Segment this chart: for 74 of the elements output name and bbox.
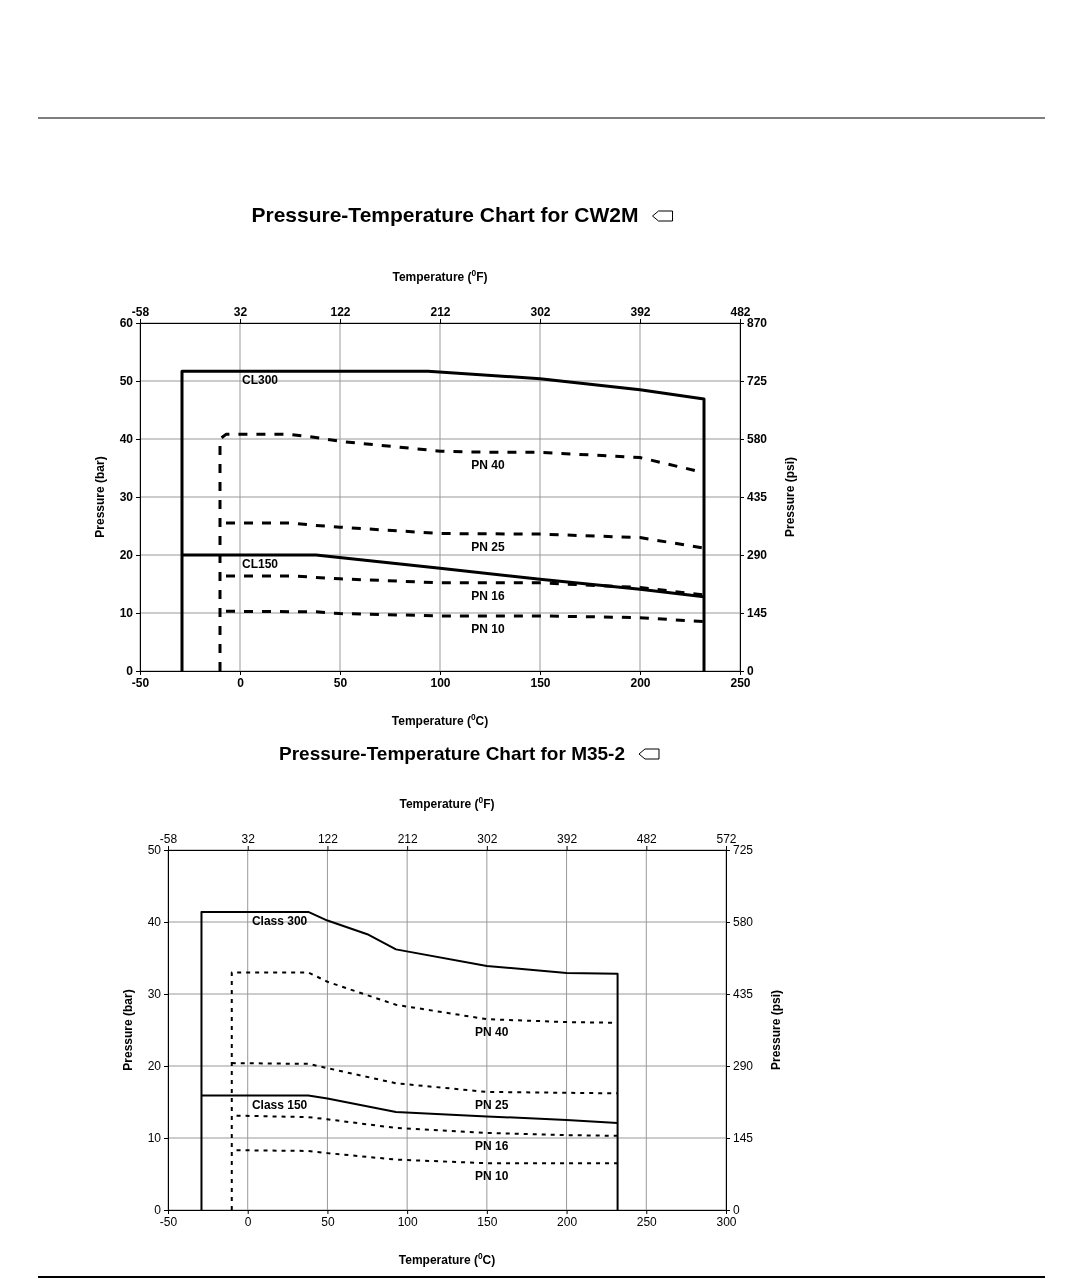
x-axis-title: Temperature ($^{0}$C) bbox=[398, 1251, 496, 1267]
y2-tick-label: 580 bbox=[733, 915, 754, 930]
y2-tick-label: 290 bbox=[733, 1059, 754, 1074]
y-tick-label: 40 bbox=[119, 432, 134, 447]
y2-tick-label: 725 bbox=[747, 374, 768, 389]
series-label: PN 10 bbox=[474, 1169, 509, 1184]
series-label: PN 16 bbox=[471, 588, 505, 603]
x-tick-label: -50 bbox=[131, 675, 150, 690]
x-tick-label: 100 bbox=[397, 1214, 418, 1229]
series-label: PN 10 bbox=[471, 621, 505, 636]
x-tick-label: 50 bbox=[321, 1214, 335, 1229]
y2-tick-label: 145 bbox=[733, 1131, 754, 1146]
series-label: Class 300 bbox=[251, 913, 308, 928]
y-tick-label: 30 bbox=[147, 987, 162, 1002]
y-tick-label: 40 bbox=[147, 915, 162, 930]
series-label: PN 25 bbox=[471, 539, 505, 554]
x2-tick-label: 32 bbox=[233, 305, 248, 319]
y-axis-title: Pressure (bar) bbox=[121, 989, 135, 1071]
x2-tick-label: -58 bbox=[159, 832, 178, 846]
x-tick-label: 50 bbox=[333, 675, 348, 690]
x2-tick-label: 302 bbox=[477, 832, 498, 846]
y2-axis-title: Pressure (psi) bbox=[783, 456, 797, 538]
series-label: PN 40 bbox=[471, 458, 505, 473]
y-tick-label: 10 bbox=[147, 1131, 162, 1146]
x2-tick-label: 302 bbox=[530, 305, 551, 319]
x2-axis-title: Temperature ($^{0}$F) bbox=[392, 268, 488, 284]
x-tick-label: 100 bbox=[430, 675, 451, 690]
x2-tick-label: 392 bbox=[630, 305, 651, 319]
x2-tick-label: 572 bbox=[716, 832, 737, 846]
series-label: PN 25 bbox=[474, 1097, 509, 1112]
x2-tick-label: 482 bbox=[730, 305, 751, 319]
y2-tick-label: 870 bbox=[747, 316, 768, 331]
series-label: Class 150 bbox=[251, 1097, 308, 1112]
x2-tick-label: 212 bbox=[397, 832, 418, 846]
x-tick-label: -50 bbox=[159, 1214, 178, 1229]
x2-tick-label: 482 bbox=[636, 832, 658, 846]
y-tick-label: 10 bbox=[119, 606, 134, 621]
y2-tick-label: 435 bbox=[733, 987, 754, 1002]
x-tick-label: 200 bbox=[557, 1214, 578, 1229]
x2-tick-label: 32 bbox=[241, 832, 256, 846]
y-tick-label: 50 bbox=[147, 843, 162, 858]
y2-tick-label: 725 bbox=[733, 843, 754, 858]
y-axis-title: Pressure (bar) bbox=[93, 456, 107, 538]
y2-tick-label: 580 bbox=[747, 432, 768, 447]
chart-title: Pressure-Temperature Chart for M35-2 bbox=[279, 743, 625, 764]
y-tick-label: 0 bbox=[154, 1203, 162, 1218]
x-tick-label: 0 bbox=[237, 675, 245, 690]
x-tick-label: 0 bbox=[244, 1214, 252, 1229]
x-tick-label: 150 bbox=[530, 675, 551, 690]
series-label: PN 16 bbox=[474, 1139, 509, 1154]
series-label: PN 40 bbox=[474, 1025, 509, 1040]
x-tick-label: 200 bbox=[630, 675, 651, 690]
series-label: CL150 bbox=[241, 557, 279, 571]
y-tick-label: 60 bbox=[119, 316, 134, 331]
x2-tick-label: 122 bbox=[330, 305, 351, 319]
y-tick-label: 0 bbox=[126, 664, 134, 679]
y2-axis-title: Pressure (psi) bbox=[769, 989, 783, 1071]
x2-tick-label: 392 bbox=[557, 832, 578, 846]
y-tick-label: 30 bbox=[119, 490, 134, 505]
y2-tick-label: 435 bbox=[747, 490, 768, 505]
chart-title: Pressure-Temperature Chart for CW2M bbox=[251, 203, 639, 226]
y2-tick-label: 145 bbox=[747, 606, 768, 621]
x-tick-label: 150 bbox=[477, 1214, 498, 1229]
y2-tick-label: 290 bbox=[747, 548, 768, 563]
x-tick-label: 250 bbox=[636, 1214, 658, 1229]
x2-axis-title: Temperature ($^{0}$F) bbox=[399, 795, 495, 811]
series-label: CL300 bbox=[241, 373, 279, 388]
x2-tick-label: 122 bbox=[317, 832, 339, 846]
y-tick-label: 20 bbox=[147, 1059, 162, 1074]
x2-tick-label: 212 bbox=[430, 305, 451, 319]
x-axis-title: Temperature ($^{0}$C) bbox=[391, 712, 489, 728]
y-tick-label: 20 bbox=[119, 548, 134, 563]
x2-tick-label: -58 bbox=[131, 305, 150, 319]
y-tick-label: 50 bbox=[119, 374, 134, 389]
